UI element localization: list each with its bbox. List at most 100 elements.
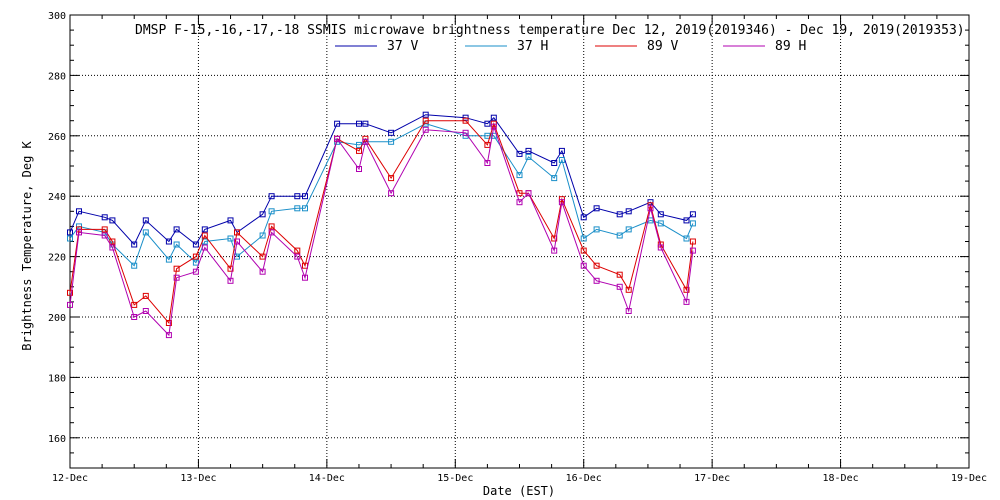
data-point-37-v <box>101 214 108 221</box>
data-point-89-h <box>192 268 199 275</box>
data-point-89-h <box>616 283 623 290</box>
data-point-89-h <box>131 314 138 320</box>
data-point-37-v <box>657 211 664 218</box>
data-point-89-h <box>101 232 108 239</box>
data-point-37-h <box>227 235 234 242</box>
series-line-37-v <box>69 114 694 246</box>
series-line-89-h <box>69 126 694 337</box>
data-point-37-h <box>356 141 362 148</box>
data-point-89-v <box>173 265 180 272</box>
data-point-37-h <box>67 235 73 242</box>
data-point-89-h <box>302 274 308 281</box>
data-point-89-h <box>259 268 266 275</box>
data-point-89-v <box>683 286 690 293</box>
y-tick-label: 200 <box>48 313 66 324</box>
data-point-37-v <box>109 217 116 224</box>
data-point-89-v <box>131 301 138 308</box>
data-point-89-v <box>67 289 73 296</box>
data-point-89-v <box>294 247 301 254</box>
data-point-89-h <box>490 123 497 130</box>
data-point-37-v <box>227 217 234 224</box>
data-point-37-v <box>201 226 208 233</box>
data-point-89-h <box>580 262 587 269</box>
data-point-37-v <box>580 214 587 221</box>
data-point-37-v <box>259 211 266 218</box>
data-point-37-h <box>259 232 266 239</box>
legend-label-37-v: 37 V <box>387 39 418 54</box>
data-point-89-h <box>234 238 240 245</box>
data-point-89-h <box>109 244 116 251</box>
axis-ticks <box>69 14 970 469</box>
data-series <box>67 111 696 339</box>
data-point-37-h <box>657 220 664 227</box>
data-point-89-v <box>484 141 491 148</box>
legend-label-37-h: 37 H <box>517 39 548 54</box>
data-point-89-h <box>268 229 275 236</box>
x-tick-label: 12-Dec <box>52 473 88 484</box>
data-point-89-v <box>580 247 587 254</box>
data-point-89-v <box>462 117 469 124</box>
x-tick-label: 13-Dec <box>180 473 216 484</box>
legend-label-89-h: 89 H <box>775 39 806 54</box>
x-tick-label: 15-Dec <box>437 473 473 484</box>
data-point-89-v <box>593 262 600 269</box>
data-point-37-h <box>165 256 172 263</box>
data-point-89-h <box>362 138 369 145</box>
data-point-89-v <box>268 223 275 230</box>
data-point-37-h <box>490 132 497 139</box>
data-point-37-h <box>593 226 600 233</box>
data-point-89-v <box>234 229 240 236</box>
data-point-37-v <box>173 226 180 233</box>
data-point-89-v <box>422 117 429 124</box>
data-point-37-h <box>558 157 565 163</box>
data-point-89-h <box>525 190 532 197</box>
data-point-37-v <box>683 217 690 224</box>
data-point-37-h <box>625 226 632 233</box>
data-point-37-v <box>165 238 172 245</box>
data-point-37-v <box>422 111 429 118</box>
grid <box>70 15 969 468</box>
data-point-37-v <box>551 160 558 166</box>
data-point-37-h <box>173 241 180 248</box>
data-point-37-v <box>525 147 532 154</box>
data-point-89-v <box>101 226 108 233</box>
data-point-89-v <box>109 238 116 245</box>
y-tick-label: 240 <box>48 192 66 203</box>
data-point-89-h <box>227 277 234 284</box>
x-tick-label: 18-Dec <box>823 473 859 484</box>
data-point-37-v <box>558 147 565 154</box>
data-point-37-v <box>625 208 632 215</box>
data-point-37-v <box>294 193 301 200</box>
data-point-37-h <box>192 259 199 266</box>
data-point-89-h <box>484 160 491 166</box>
data-point-89-h <box>165 332 172 339</box>
series-line-37-h <box>69 123 694 267</box>
data-point-37-h <box>516 172 523 179</box>
data-point-37-h <box>616 232 623 239</box>
data-point-37-v <box>131 241 138 248</box>
data-point-89-h <box>593 277 600 284</box>
data-point-89-h <box>142 308 149 314</box>
data-point-37-h <box>268 208 275 215</box>
data-point-37-v <box>334 120 341 127</box>
legend: 37 V 37 H 89 V 89 H <box>335 39 806 54</box>
data-point-89-h <box>647 205 654 212</box>
data-point-89-v <box>625 286 632 293</box>
data-point-89-h <box>294 253 301 260</box>
x-tick-label: 14-Dec <box>309 473 345 484</box>
data-point-37-v <box>76 208 82 215</box>
data-point-89-v <box>142 292 149 299</box>
data-point-37-h <box>689 220 696 227</box>
data-point-37-v <box>689 211 696 218</box>
data-point-89-v <box>551 235 558 242</box>
data-point-37-h <box>131 262 138 269</box>
data-point-89-h <box>76 229 82 236</box>
y-tick-label: 220 <box>48 253 66 264</box>
y-tick-label: 280 <box>48 71 66 82</box>
data-point-37-h <box>294 205 301 212</box>
series-line-89-v <box>69 120 694 325</box>
x-tick-label: 17-Dec <box>694 473 730 484</box>
data-point-89-h <box>551 247 558 254</box>
data-point-37-v <box>67 229 73 236</box>
